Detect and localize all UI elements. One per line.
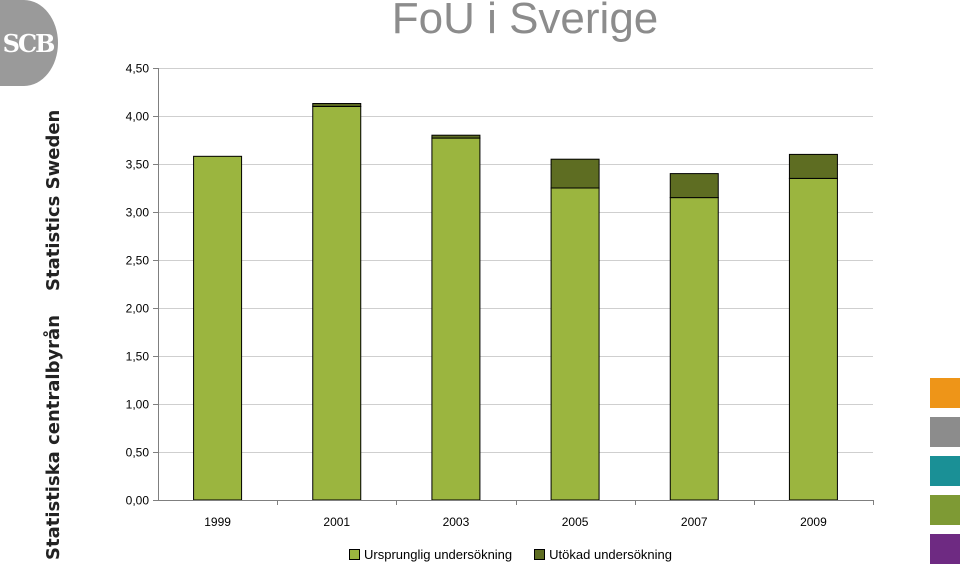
legend-item-extended: Utökad undersökning [534, 547, 672, 562]
gridlines [158, 68, 873, 453]
scb-logo: SCB [0, 0, 58, 86]
scb-logo-text: SCB [2, 28, 56, 58]
x-tick-label: 2007 [681, 515, 708, 529]
bars [193, 103, 838, 501]
color-swatch [930, 456, 960, 486]
x-tick-label: 2001 [323, 515, 350, 529]
legend-key-extended [534, 549, 546, 560]
bar-segment-base [550, 187, 600, 501]
legend-label-base: Ursprunglig undersökning [364, 547, 513, 562]
y-tick-label: 4,00 [126, 110, 150, 124]
axes: 0,00 0,50 1,00 1,50 2,00 2,50 3,00 3,50 4,00 4,50… [126, 62, 874, 529]
x-tick-label: 2005 [562, 515, 589, 529]
sidebar-branding: SCB Statistiska centralbyrånStatistics S… [0, 0, 70, 566]
bar-segment-extended [431, 134, 481, 139]
y-tick-label: 0,00 [126, 494, 150, 508]
color-swatch-strip [930, 378, 960, 573]
y-tick-label: 1,00 [126, 398, 150, 412]
x-tick-label: 2003 [443, 515, 470, 529]
bar-segment-extended [788, 153, 838, 179]
color-swatch [930, 495, 960, 525]
color-swatch [930, 378, 960, 408]
bar-segment-extended [312, 103, 362, 107]
legend-item-base: Ursprunglig undersökning [349, 547, 512, 562]
bar-segment-base [312, 105, 362, 501]
color-swatch [930, 534, 960, 564]
bar-segment-base [431, 137, 481, 501]
x-tick-label: 2009 [800, 515, 827, 529]
y-tick-label: 0,50 [126, 446, 150, 460]
y-tick-label: 2,00 [126, 302, 150, 316]
legend-label-extended: Utökad undersökning [549, 547, 673, 562]
y-tick-label: 1,50 [126, 350, 150, 364]
x-tick-label: 1999 [204, 515, 231, 529]
legend-key-base [349, 549, 360, 560]
chart-legend: Ursprunglig undersökning Utökad undersök… [349, 547, 694, 562]
color-swatch [930, 417, 960, 447]
bar-segment-base [193, 155, 243, 501]
y-tick-label: 3,50 [126, 158, 150, 172]
chart-title: FoU i Sverige [391, 0, 659, 43]
y-tick-label: 2,50 [126, 254, 150, 268]
y-tick-label: 3,00 [126, 206, 150, 220]
bar-segment-base [669, 197, 719, 501]
bar-segment-extended [669, 173, 719, 199]
y-tick-label: 4,50 [126, 62, 150, 76]
bar-segment-base [788, 177, 838, 501]
bar-segment-extended [550, 158, 600, 189]
